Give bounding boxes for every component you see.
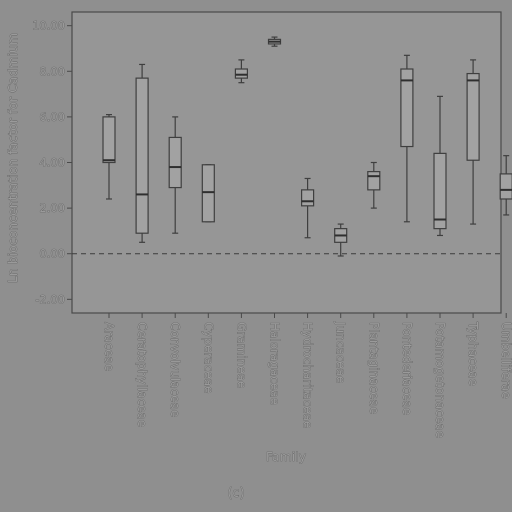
x-tick-label: Hydrocharitaceae: [301, 322, 315, 428]
box-ceratophyllaceae: [135, 63, 149, 243]
y-tick-label: 8.00: [39, 64, 65, 78]
x-tick-label: Cyperaceae: [201, 322, 215, 393]
y-tick-label: 10.00: [32, 19, 65, 33]
y-axis: 10.00 8.00 6.00 4.00 2.00 0.00 -2.00: [32, 18, 72, 307]
box-typhaceae: [466, 59, 480, 225]
interquartile-box: [168, 136, 182, 189]
box-convolvulaceae: [168, 116, 182, 234]
box-potamogetonaceae: [433, 95, 447, 237]
x-tick-label: Araceae: [102, 322, 116, 371]
interquartile-box: [499, 173, 512, 200]
x-tick-label: Potamogetonaceae: [433, 322, 447, 438]
box-haloragaceae: [267, 36, 282, 47]
box-plantaginaceae: [367, 161, 381, 209]
interquartile-box: [400, 68, 414, 148]
interquartile-box: [433, 152, 447, 230]
x-axis-label: Family: [266, 449, 307, 464]
x-tick-label: Plantaginaceae: [367, 322, 381, 414]
x-tick-label: Ceratophyllaceae: [135, 322, 149, 427]
x-tick-label: Typhaceae: [466, 321, 480, 386]
interquartile-box: [466, 72, 480, 161]
interquartile-box: [301, 189, 315, 207]
box-juncaceae: [334, 223, 348, 257]
box-cyperaceae: [201, 164, 215, 223]
interquartile-box: [234, 68, 248, 79]
x-tick-label: Pontederiaceae: [400, 322, 414, 415]
x-tick-label: Convolvulaceae: [168, 322, 182, 417]
interquartile-box: [367, 171, 381, 191]
interquartile-box: [102, 116, 116, 164]
y-tick-label: 4.00: [39, 156, 65, 170]
y-axis-label: Ln bioconcentration factor for Cadmium: [5, 33, 20, 283]
box-pontederiaceae: [400, 54, 414, 223]
x-tick-label: Juncaceae: [334, 321, 348, 383]
panel-label: (c): [227, 486, 244, 501]
x-tick-label: Haloragaceae: [268, 322, 282, 405]
y-tick-label: 2.00: [39, 201, 65, 215]
box-gramineae: [234, 59, 248, 84]
x-axis: Araceae Ceratophyllaceae Convolvulaceae Cyp…: [102, 313, 512, 438]
box-umbelliferae: [499, 155, 512, 216]
interquartile-box: [201, 164, 215, 223]
box-series: [102, 36, 512, 257]
y-tick-label: -2.00: [35, 292, 65, 306]
y-tick-label: 0.00: [39, 247, 65, 261]
box-araceae: [102, 114, 116, 200]
x-tick-label: Gramineae: [234, 322, 248, 388]
x-tick-label: Umbelliferae: [499, 322, 512, 399]
box-hydrocharitaceae: [301, 177, 315, 239]
interquartile-box: [135, 77, 149, 234]
y-tick-label: 6.00: [39, 110, 65, 124]
